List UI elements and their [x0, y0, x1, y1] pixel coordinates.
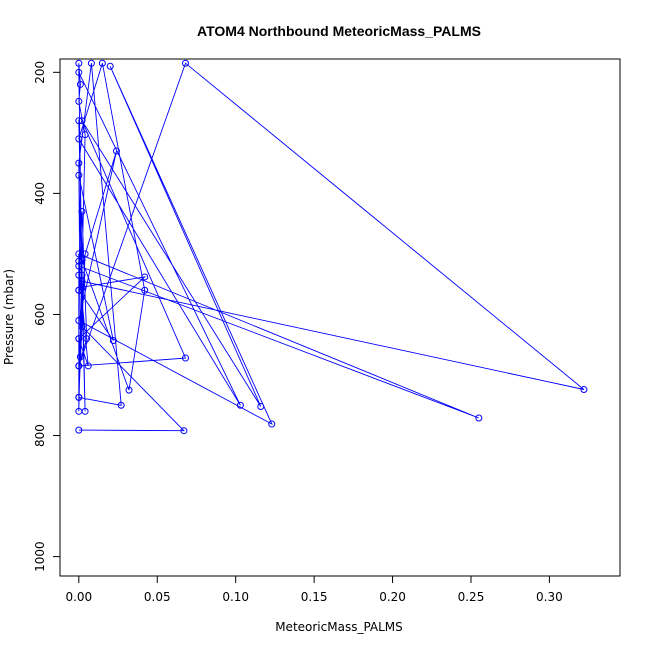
y-tick-label: 200: [33, 61, 47, 84]
chart-title: ATOM4 Northbound MeteoricMass_PALMS: [197, 23, 481, 39]
data-point: [257, 402, 265, 410]
data-point: [125, 386, 133, 394]
x-axis-label: MeteoricMass_PALMS: [275, 620, 403, 634]
y-tick-label: 400: [33, 182, 47, 205]
y-axis-label: Pressure (mbar): [2, 269, 16, 365]
plot-frame: [59, 58, 621, 577]
data-point: [475, 414, 483, 422]
data-point: [141, 273, 149, 281]
data-point: [75, 97, 83, 105]
data-point: [236, 401, 244, 409]
data-point: [141, 286, 149, 294]
data-point: [75, 68, 83, 76]
data-point: [98, 59, 106, 67]
data-point: [181, 354, 189, 362]
data-point: [83, 335, 91, 343]
data-point: [268, 420, 276, 428]
data-point: [75, 317, 83, 325]
data-point: [75, 393, 83, 401]
data-point: [78, 271, 86, 279]
data-point: [112, 147, 120, 155]
data-point: [181, 59, 189, 67]
data-point: [180, 427, 188, 435]
data-point: [87, 59, 95, 67]
data-point: [75, 257, 83, 265]
data-point: [75, 262, 83, 270]
data-point: [81, 407, 89, 415]
data-point: [109, 337, 117, 345]
data-point: [75, 362, 83, 370]
y-axis: 200 400 600 800 1000: [33, 61, 61, 572]
x-tick-label: 0.15: [301, 590, 328, 604]
data-point: [78, 256, 86, 264]
data-point: [76, 353, 84, 361]
data-point: [75, 335, 83, 343]
x-tick-label: 0.10: [222, 590, 249, 604]
x-tick-label: 0.25: [458, 590, 485, 604]
data-point: [81, 131, 89, 139]
data-point: [78, 117, 86, 125]
data-point: [106, 62, 114, 70]
data-point: [75, 135, 83, 143]
data-point: [75, 171, 83, 179]
y-tick-label: 800: [33, 424, 47, 447]
data-point: [81, 250, 89, 258]
x-tick-label: 0.00: [65, 590, 92, 604]
series-layer: [75, 59, 588, 435]
data-point: [75, 271, 83, 279]
data-point: [117, 401, 125, 409]
data-point: [78, 323, 86, 331]
data-point: [75, 159, 83, 167]
data-point: [75, 117, 83, 125]
data-point: [84, 362, 92, 370]
series-line: [78, 62, 585, 432]
x-axis: 0.00 0.05 0.10 0.15 0.20 0.25 0.30: [65, 575, 563, 604]
x-tick-label: 0.05: [144, 590, 171, 604]
data-point: [76, 80, 84, 88]
data-point: [75, 426, 83, 434]
data-point: [75, 59, 83, 67]
y-tick-label: 1000: [33, 541, 47, 572]
data-point: [580, 386, 588, 394]
x-tick-label: 0.20: [379, 590, 406, 604]
x-tick-label: 0.30: [536, 590, 563, 604]
y-tick-label: 600: [33, 303, 47, 326]
data-point: [78, 208, 86, 216]
data-point: [78, 283, 86, 291]
